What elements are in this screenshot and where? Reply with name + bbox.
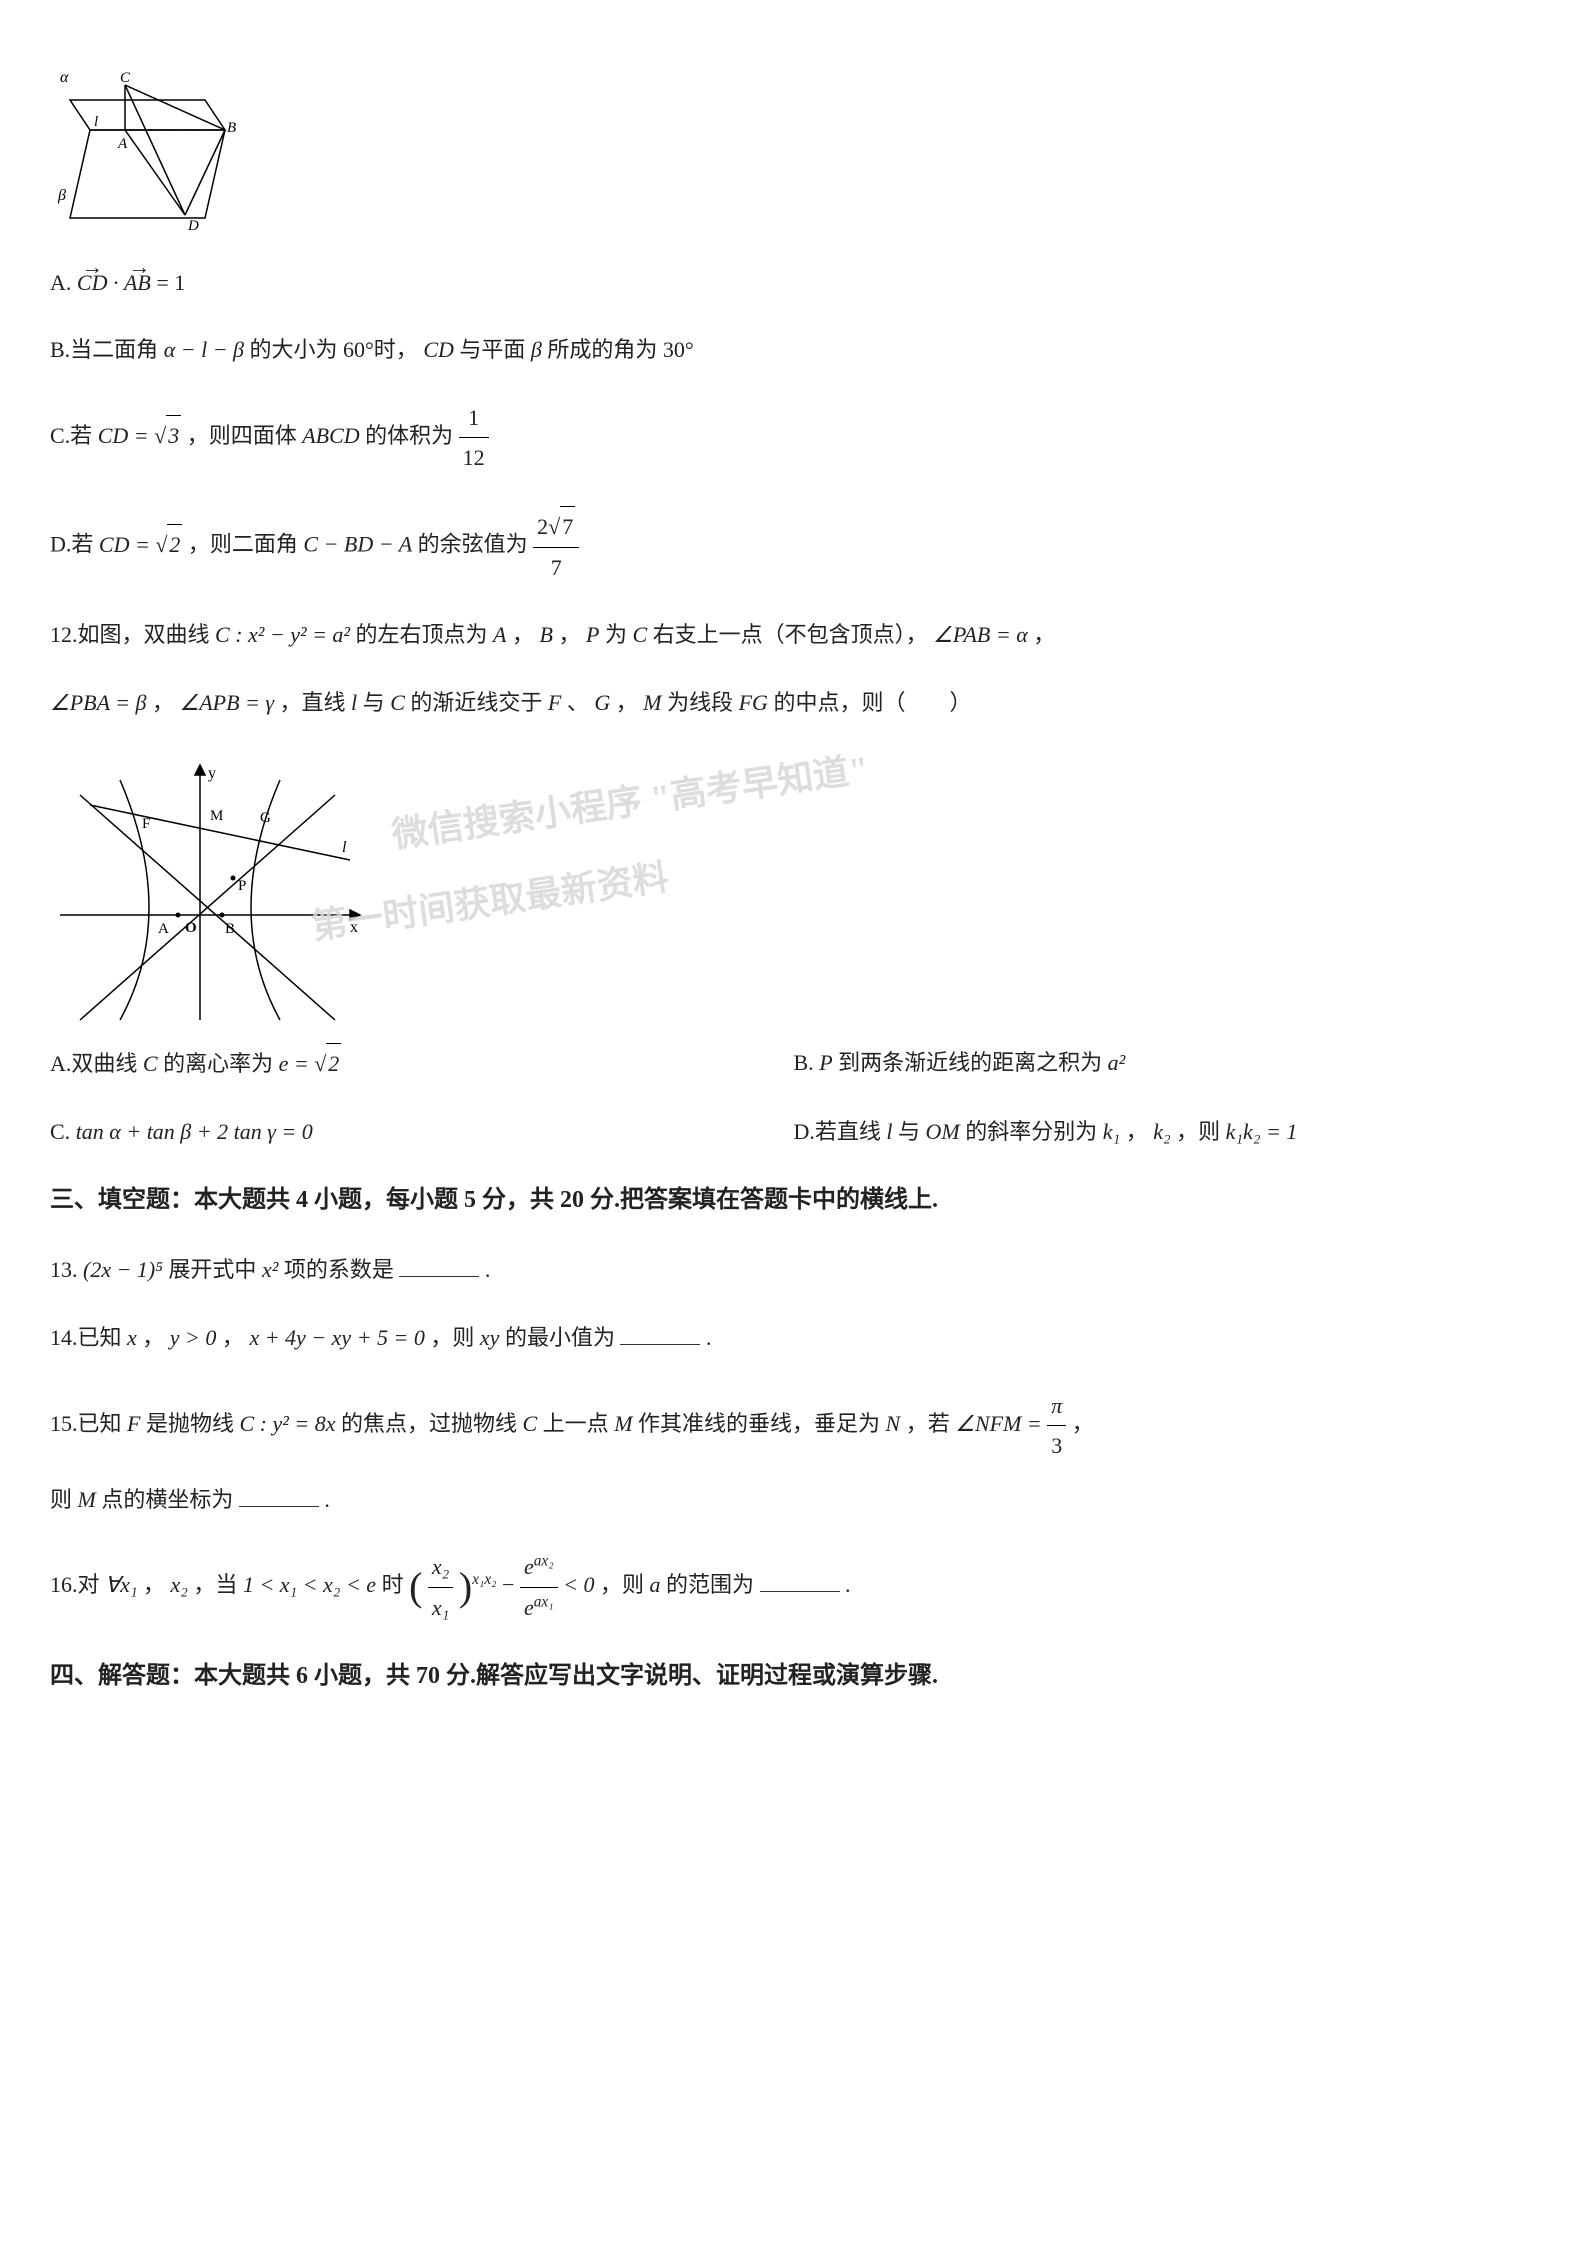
blank-15[interactable] xyxy=(239,1506,319,1507)
label-alpha: α xyxy=(60,69,69,86)
section-3-heading: 三、填空题：本大题共 4 小题，每小题 5 分，共 20 分.把答案填在答题卡中… xyxy=(50,1179,1537,1222)
blank-13[interactable] xyxy=(399,1276,479,1277)
label-P: P xyxy=(238,878,246,894)
q12-options-row2: C. tan α + tan β + 2 tan γ = 0 D.若直线 l 与… xyxy=(50,1112,1537,1152)
label-O: O xyxy=(185,920,197,936)
q12-option-c: C. tan α + tan β + 2 tan γ = 0 xyxy=(50,1112,794,1152)
section-4-heading: 四、解答题：本大题共 6 小题，共 70 分.解答应写出文字说明、证明过程或演算… xyxy=(50,1655,1537,1698)
label-l: l xyxy=(94,114,98,130)
label-M: M xyxy=(210,808,223,824)
option-a-label: A. xyxy=(50,270,71,295)
q11-option-c: C.若 CD = √3 ，则四面体 ABCD 的体积为 1 12 xyxy=(50,398,1537,478)
q12-option-b: B. P 到两条渐近线的距离之积为 a² xyxy=(794,1043,1538,1084)
q11-option-d: D.若 CD = √2 ，则二面角 C − BD − A 的余弦值为 2√7 7 xyxy=(50,506,1537,587)
label-A: A xyxy=(117,136,128,152)
label-F: F xyxy=(142,816,150,832)
q12-option-a: A.双曲线 C 的离心率为 e = √2 xyxy=(50,1043,794,1084)
q12-option-d: D.若直线 l 与 OM 的斜率分别为 k₁ ， k₂ ，则 k₁k₂ = 1 xyxy=(794,1112,1538,1152)
q12-stem-line2: ∠PBA = β ， ∠APB = γ ，直线 l 与 C 的渐近线交于 F 、… xyxy=(50,683,1537,723)
label-x: x xyxy=(350,919,358,936)
label-A2: A xyxy=(158,921,169,937)
q11-option-a: A. →CD · →AB = 1 xyxy=(50,263,1537,303)
q11-figure: α β l A B C D xyxy=(50,60,1537,243)
q15-line1: 15.已知 F 是抛物线 C : y² = 8x 的焦点，过抛物线 C 上一点 … xyxy=(50,1386,1537,1466)
q12-figure-wrap: y x O A B P F G M l 微信搜索小程序 "高考早知道" 第一时间… xyxy=(50,750,1537,1043)
label-l2: l xyxy=(342,839,347,856)
q11-option-b: B.当二面角 α − l − β 的大小为 60°时， CD 与平面 β 所成的… xyxy=(50,330,1537,370)
label-beta: β xyxy=(57,187,66,204)
q14: 14.已知 x ， y > 0 ， x + 4y − xy + 5 = 0 ，则… xyxy=(50,1318,1537,1358)
label-B: B xyxy=(227,120,236,136)
blank-16[interactable] xyxy=(760,1591,840,1592)
dihedral-angle-diagram: α β l A B C D xyxy=(50,60,270,230)
label-y: y xyxy=(208,765,216,782)
label-D: D xyxy=(187,218,199,230)
label-B2: B xyxy=(225,921,235,937)
label-C: C xyxy=(120,70,131,86)
blank-14[interactable] xyxy=(620,1344,700,1345)
q12-options-row1: A.双曲线 C 的离心率为 e = √2 B. P 到两条渐近线的距离之积为 a… xyxy=(50,1043,1537,1084)
watermark-1: 微信搜索小程序 "高考早知道" xyxy=(388,737,873,868)
q15-line2: 则 M 点的横坐标为 . xyxy=(50,1480,1537,1520)
label-G: G xyxy=(260,810,271,826)
hyperbola-diagram: y x O A B P F G M l xyxy=(50,750,390,1030)
q12-stem-line1: 12.如图，双曲线 C : x² − y² = a² 的左右顶点为 A ， B … xyxy=(50,615,1537,655)
q16: 16.对 ∀x₁ ， x₂ ，当 1 < x₁ < x₂ < e 时 ( x₂ … xyxy=(50,1547,1537,1627)
q13: 13. (2x − 1)⁵ 展开式中 x² 项的系数是 . xyxy=(50,1250,1537,1290)
